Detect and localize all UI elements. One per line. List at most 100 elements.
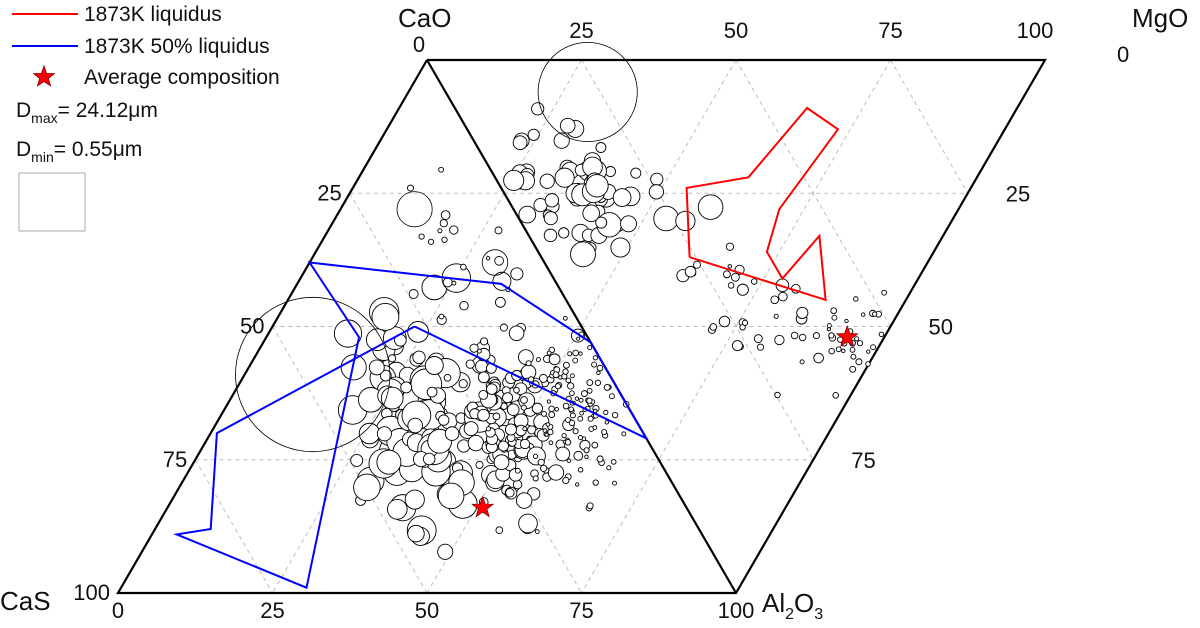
particle xyxy=(440,210,451,220)
particle xyxy=(494,255,504,266)
particle xyxy=(548,440,554,446)
particle xyxy=(567,351,573,357)
particle xyxy=(547,464,565,481)
tick-label-right: 0 xyxy=(1117,42,1129,67)
legend-star-icon xyxy=(32,64,56,87)
particle xyxy=(756,343,765,351)
particle xyxy=(520,404,527,411)
particle xyxy=(566,458,572,463)
particle xyxy=(532,453,539,459)
tick-label-left: 75 xyxy=(163,447,187,472)
particle xyxy=(480,337,489,346)
particle xyxy=(353,473,381,502)
average-composition-star xyxy=(471,495,495,518)
tick-label-left: 0 xyxy=(413,32,425,57)
liquidus-curves xyxy=(173,106,840,590)
particle xyxy=(572,357,579,364)
particle xyxy=(510,267,524,281)
particle xyxy=(564,439,572,446)
particle xyxy=(572,349,579,357)
particle xyxy=(469,343,479,353)
particle xyxy=(376,449,402,475)
particle xyxy=(592,355,599,361)
particle xyxy=(569,412,576,419)
particle xyxy=(596,455,604,463)
particle xyxy=(573,450,584,461)
legend-average-label: Average composition xyxy=(84,66,280,89)
particle xyxy=(595,216,608,229)
grid-line xyxy=(349,192,582,594)
particle xyxy=(826,327,831,332)
particle xyxy=(828,332,835,339)
particle xyxy=(603,383,611,391)
particle xyxy=(568,419,576,427)
particle xyxy=(584,454,589,460)
tick-label-bottom: 100 xyxy=(718,598,755,623)
particle xyxy=(565,377,572,384)
particle xyxy=(404,489,425,510)
particle xyxy=(424,356,444,375)
particle xyxy=(621,431,627,437)
particle xyxy=(604,420,609,425)
particle xyxy=(437,543,454,560)
particle xyxy=(508,325,525,342)
grid-line xyxy=(272,192,505,594)
particle xyxy=(368,359,385,376)
particle xyxy=(855,358,863,366)
particle xyxy=(812,332,820,340)
particle xyxy=(558,227,570,239)
particle xyxy=(407,417,423,434)
particle xyxy=(778,291,788,302)
particle xyxy=(412,350,426,364)
particle xyxy=(871,311,878,317)
particle xyxy=(544,193,560,208)
particle xyxy=(537,458,545,466)
particle xyxy=(725,242,735,251)
particle xyxy=(477,408,490,422)
particle xyxy=(515,492,533,509)
particle xyxy=(790,331,799,340)
particle xyxy=(684,265,697,278)
particle xyxy=(569,390,575,397)
legend-size-box xyxy=(18,172,86,232)
particle xyxy=(853,296,859,302)
particle xyxy=(407,524,425,543)
particle xyxy=(548,411,556,418)
particle xyxy=(774,334,785,346)
tick-label-right: 75 xyxy=(851,448,875,473)
particle xyxy=(741,319,749,326)
particle xyxy=(477,371,490,384)
large-particle xyxy=(396,191,433,228)
particle xyxy=(562,402,570,410)
particle xyxy=(350,453,364,467)
particle xyxy=(451,280,457,286)
particle xyxy=(569,373,575,379)
tick-label-bottom: 0 xyxy=(112,598,124,623)
particle xyxy=(543,211,558,226)
particle xyxy=(596,364,604,372)
particle xyxy=(586,502,594,510)
legend: 1873K liquidus 1873K 50% liquidus Averag… xyxy=(12,3,280,232)
particle xyxy=(558,375,563,380)
particle xyxy=(586,387,593,394)
particle xyxy=(505,488,515,498)
particle xyxy=(531,102,545,116)
large-particle xyxy=(481,249,509,276)
legend-liquidus50-label: 1873K 50% liquidus xyxy=(84,35,270,58)
particle xyxy=(539,464,548,472)
particle xyxy=(585,174,609,198)
particle xyxy=(813,352,824,364)
particle xyxy=(532,475,539,482)
tick-label-bottom: 50 xyxy=(415,598,439,623)
particle xyxy=(422,452,436,466)
particle xyxy=(692,260,702,269)
particle xyxy=(849,346,856,353)
particle xyxy=(736,283,749,296)
particle xyxy=(546,350,552,356)
corner-label-al2o3: Al2O3 xyxy=(762,588,823,623)
particle xyxy=(562,476,570,485)
particle xyxy=(554,383,561,390)
particle xyxy=(611,411,619,419)
particle xyxy=(570,241,596,268)
